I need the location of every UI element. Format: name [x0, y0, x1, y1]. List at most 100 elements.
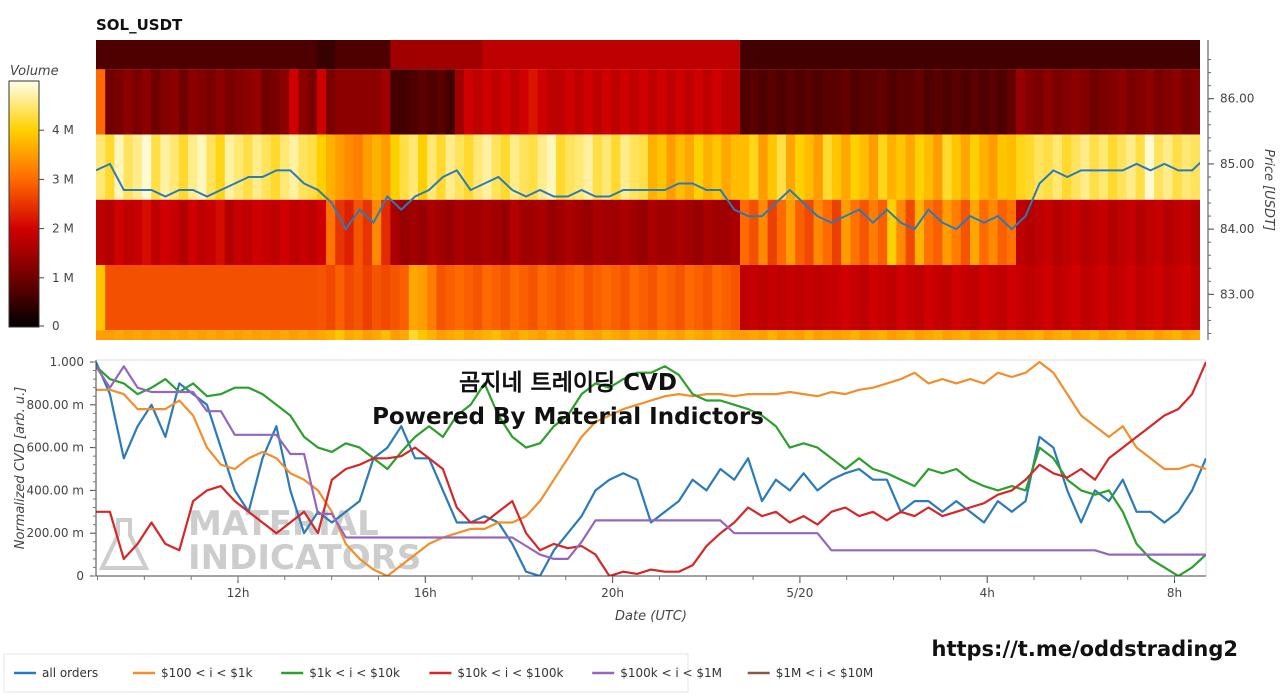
heatmap-cell [362, 330, 373, 340]
heatmap-cell [473, 265, 483, 331]
heatmap-cell [1089, 265, 1100, 331]
heatmap-cell [1071, 134, 1081, 200]
heatmap-cell [206, 69, 217, 135]
heatmap-cell [353, 69, 364, 135]
heatmap-cell [997, 69, 1008, 135]
heatmap-cell [261, 265, 272, 331]
heatmap-cell [206, 134, 217, 200]
heatmap-cell [105, 199, 115, 265]
heatmap-cell [105, 265, 115, 331]
heatmap-cell [372, 265, 382, 331]
heatmap-cell [335, 134, 345, 200]
heatmap-cell [804, 40, 815, 70]
heatmap-cell [1025, 40, 1035, 70]
colorbar-tick-label: 0 [52, 319, 60, 333]
heatmap-cell [261, 330, 272, 340]
heatmap-cell [749, 69, 759, 135]
heatmap-cell [786, 330, 796, 340]
heatmap-cell [1016, 199, 1026, 265]
heatmap-cell [684, 199, 695, 265]
heatmap-cell [1154, 69, 1164, 135]
heatmap-cell [252, 40, 263, 70]
heatmap-cell [666, 330, 677, 340]
heatmap-cell [399, 40, 410, 70]
heatmap-cell [813, 69, 824, 135]
heatmap-cell [132, 199, 143, 265]
heatmap-cell [749, 199, 759, 265]
heatmap-cell [215, 69, 226, 135]
heatmap-cell [408, 199, 419, 265]
heatmap-cell [997, 40, 1008, 70]
heatmap-cell [1117, 40, 1127, 70]
heatmap-cell [482, 40, 493, 70]
heatmap-cell [105, 134, 115, 200]
heatmap-cell [712, 265, 723, 331]
heatmap-cell [454, 69, 465, 135]
heatmap-cell [712, 330, 723, 340]
heatmap-cell [381, 69, 391, 135]
heatmap-cell [289, 69, 299, 135]
heatmap-cell [740, 134, 750, 200]
heatmap-cell [215, 199, 226, 265]
heatmap-cell [464, 199, 474, 265]
heatmap-cell [832, 330, 842, 340]
heatmap-cell [730, 69, 741, 135]
heatmap-cell [786, 199, 796, 265]
heatmap-cell [822, 69, 833, 135]
heatmap-cell [730, 199, 741, 265]
heatmap-cell [326, 69, 336, 135]
heatmap-cell [546, 40, 557, 70]
heatmap-cell [206, 330, 217, 340]
heatmap-cell [868, 134, 879, 200]
telegram-link[interactable]: https://t.me/oddstrading2 [932, 637, 1239, 661]
heatmap-cell [951, 40, 962, 70]
heatmap-cell [546, 69, 557, 135]
heatmap-cell [482, 69, 493, 135]
heatmap-cell [1043, 40, 1054, 70]
heatmap-cell [703, 69, 713, 135]
heatmap-cell [1163, 69, 1173, 135]
heatmap-cell [1006, 265, 1017, 331]
heatmap-cell [197, 199, 207, 265]
cvd-y-tick-label: 1.000 [50, 355, 84, 369]
colorbar [8, 80, 40, 328]
heatmap-cell [418, 134, 428, 200]
heatmap-cell [832, 40, 842, 70]
heatmap-cell [546, 330, 557, 340]
heatmap-cell [1098, 199, 1109, 265]
heatmap-cell [381, 134, 391, 200]
heatmap-cell [169, 134, 180, 200]
heatmap-cell [1043, 330, 1054, 340]
heatmap-cell [473, 40, 483, 70]
heatmap-cell [160, 199, 171, 265]
heatmap-cell [151, 40, 161, 70]
heatmap-cell [638, 199, 649, 265]
heatmap-cell [261, 134, 272, 200]
cvd-x-tick-label: 16h [414, 586, 437, 600]
heatmap-cell [1126, 40, 1137, 70]
heatmap-cell [638, 265, 649, 331]
colorbar-title: Volume [10, 64, 59, 79]
heatmap-cell [988, 134, 999, 200]
heatmap-cell [261, 40, 272, 70]
heatmap-cell [675, 330, 686, 340]
heatmap-cell [454, 199, 465, 265]
colorbar-tick-label: 4 M [52, 123, 74, 137]
heatmap-cell [776, 265, 787, 331]
heatmap-cell [712, 69, 723, 135]
heatmap-cell [960, 69, 971, 135]
heatmap-cell [1126, 330, 1137, 340]
heatmap-cell [454, 40, 465, 70]
heatmap-cell [298, 199, 309, 265]
heatmap-cell [914, 69, 925, 135]
heatmap-cell [169, 40, 180, 70]
heatmap-cell [418, 199, 428, 265]
heatmap-cell [822, 330, 833, 340]
heatmap-cell [510, 134, 520, 200]
heatmap-cell [473, 134, 483, 200]
heatmap-cell [123, 69, 134, 135]
heatmap-cell [132, 40, 143, 70]
heatmap-cell [335, 330, 345, 340]
overlay-subtitle: Powered By Material Indictors [372, 404, 764, 430]
heatmap-cell [1071, 199, 1081, 265]
